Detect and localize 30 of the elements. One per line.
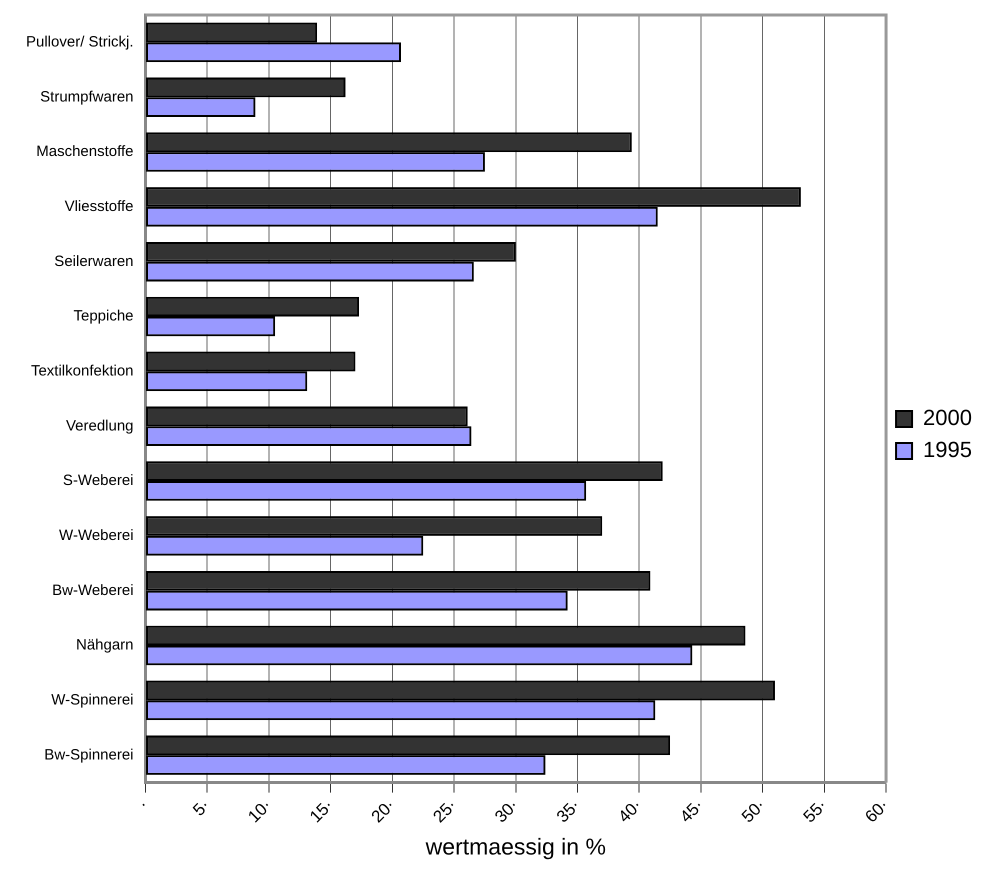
x-tick-label: 40· — [614, 796, 646, 826]
y-tick-label: Strumpfwaren — [40, 88, 134, 106]
x-tick-label: 20· — [368, 796, 399, 826]
y-tick-label: Bw-Weberei — [52, 582, 134, 599]
x-tick-label: 5· — [189, 796, 214, 820]
y-tick-label: Pullover/ Strickj. — [26, 34, 134, 51]
x-tick-label: 50· — [738, 796, 769, 826]
x-tick-label: 30· — [491, 796, 522, 826]
x-tick-label: 60· — [861, 796, 892, 826]
x-tick-label: 55· — [800, 796, 830, 826]
y-tick-label: Vliesstoffe — [64, 198, 134, 216]
y-tick-label: Seilerwaren — [54, 252, 134, 270]
y-tick-label: S-Weberei — [62, 472, 134, 490]
legend-label: 2000 — [923, 405, 972, 430]
y-tick-label: W-Weberei — [59, 527, 134, 544]
x-axis-title: wertmaessig in % — [424, 834, 606, 860]
x-tick-label: · — [134, 796, 152, 813]
legend-label: 1995 — [923, 437, 972, 462]
y-tick-label: W-Spinnerei — [51, 692, 134, 708]
x-tick-label: 15· — [306, 796, 337, 826]
x-tick-label: 35· — [552, 796, 584, 826]
y-tick-label: Textilkonfektion — [30, 362, 134, 380]
x-tick-label: 25· — [429, 796, 460, 826]
y-tick-label: Bw-Spinnerei — [44, 746, 134, 764]
y-tick-label: Teppiche — [73, 308, 134, 325]
x-tick-label: 10· — [244, 796, 276, 826]
y-tick-label: Maschenstoffe — [36, 143, 134, 160]
y-tick-label: Nähgarn — [76, 636, 134, 654]
y-tick-label: Veredlung — [66, 417, 134, 434]
x-tick-label: 45· — [676, 796, 708, 826]
